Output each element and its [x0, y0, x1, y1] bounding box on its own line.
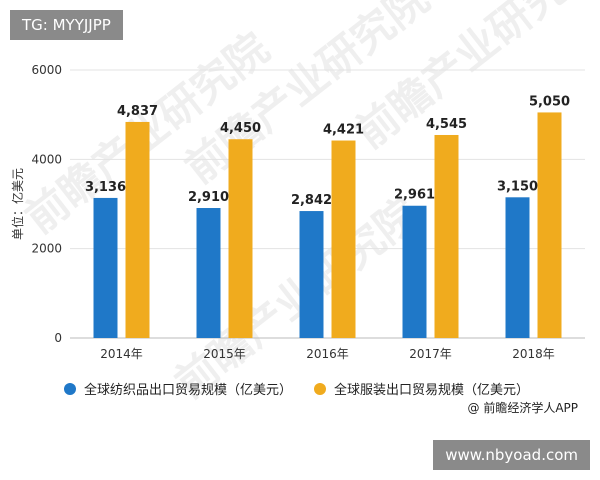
bar-apparel: [125, 121, 150, 339]
y-tick-label: 0: [54, 331, 62, 345]
x-tick-label: 2016年: [306, 347, 349, 361]
legend: 全球纺织品出口贸易规模（亿美元） 全球服装出口贸易规模（亿美元）: [64, 382, 529, 398]
x-tick-label: 2017年: [409, 347, 452, 361]
data-label: 4,545: [426, 117, 467, 132]
data-label: 2,910: [188, 190, 229, 205]
data-label: 3,136: [85, 180, 126, 195]
x-tick-label: 2014年: [100, 347, 143, 361]
legend-marker: [314, 383, 326, 395]
y-axis-ticks: 0 2000 4000 6000: [31, 63, 62, 345]
bar-apparel: [537, 112, 562, 338]
bar-apparel: [228, 139, 253, 338]
bar-textile: [196, 208, 221, 338]
data-label: 5,050: [529, 94, 570, 109]
data-label: 3,150: [497, 179, 538, 194]
bar-apparel: [331, 140, 356, 338]
data-label: 4,421: [323, 123, 364, 138]
data-label: 4,450: [220, 121, 261, 136]
legend-label: 全球服装出口贸易规模（亿美元）: [334, 382, 529, 398]
y-tick-label: 2000: [31, 242, 62, 256]
bar-apparel: [434, 134, 459, 338]
bar-textile: [299, 211, 324, 338]
x-axis-ticks: 2014年 2015年 2016年 2017年 2018年: [100, 347, 555, 361]
data-label: 2,961: [394, 188, 435, 203]
grid-lines: [70, 69, 585, 339]
data-label: 4,837: [117, 104, 158, 119]
tg-badge: TG: MYYJJPP: [10, 10, 123, 40]
bars: 3,136 4,837 2,910 4,450 2,842 4,421 2,961 4,545…: [85, 94, 570, 339]
bar-textile: [402, 205, 427, 338]
bar-textile: [93, 197, 118, 338]
x-tick-label: 2015年: [203, 347, 246, 361]
legend-marker: [64, 383, 76, 395]
x-tick-label: 2018年: [512, 347, 555, 361]
y-tick-label: 6000: [31, 63, 62, 77]
source-credit: @ 前瞻经济学人APP: [467, 401, 579, 415]
legend-label: 全球纺织品出口贸易规模（亿美元）: [84, 382, 292, 398]
data-label: 2,842: [291, 193, 332, 208]
watermark-url: www.nbyoad.com: [433, 440, 590, 470]
bar-textile: [505, 197, 530, 338]
y-tick-label: 4000: [31, 152, 62, 166]
y-axis-title: 单位：亿美元: [10, 168, 25, 240]
